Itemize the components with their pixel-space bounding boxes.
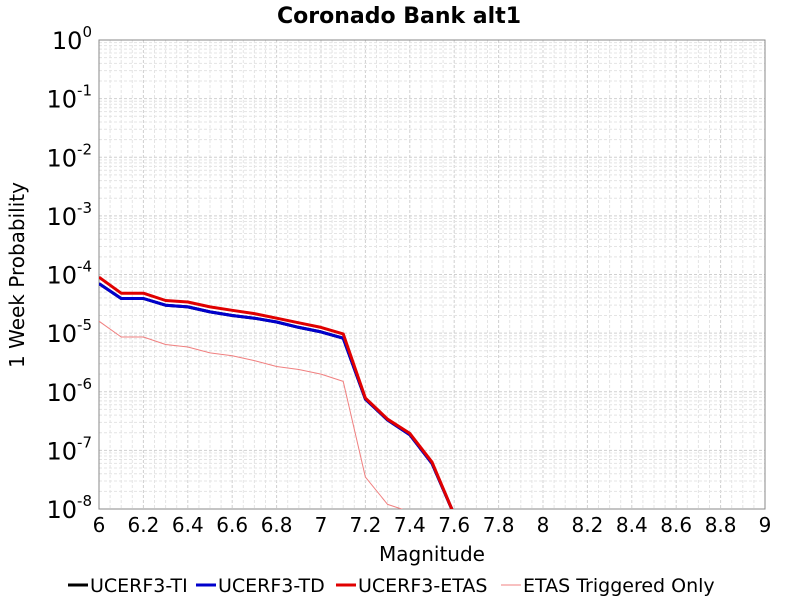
x-tick-label: 8.2	[571, 513, 603, 537]
x-tick-label: 9	[759, 513, 772, 537]
chart-title: Coronado Bank alt1	[277, 4, 521, 29]
legend-label-ucerf3-ti: UCERF3-TI	[90, 575, 188, 597]
x-tick-label: 6	[93, 513, 106, 537]
series-layer	[99, 275, 454, 509]
x-tick-label: 6.2	[127, 513, 159, 537]
y-tick-label: 100	[52, 23, 92, 55]
series-line-etas-triggered-only	[99, 320, 404, 509]
x-tick-label: 7.2	[349, 513, 381, 537]
x-tick-label: 7.8	[483, 513, 515, 537]
y-tick-label: 10-3	[46, 199, 92, 231]
legend: UCERF3-TI UCERF3-TD UCERF3-ETAS ETAS Trigge…	[68, 575, 715, 597]
y-tick-label: 10-5	[46, 316, 92, 348]
x-tick-label: 6.8	[261, 513, 293, 537]
y-axis-label: 1 Week Probability	[5, 182, 29, 368]
legend-label-ucerf3-td: UCERF3-TD	[218, 575, 325, 597]
y-tick-label: 10-1	[46, 82, 92, 114]
x-tick-label: 8.6	[660, 513, 692, 537]
series-line-ucerf3-etas	[99, 275, 454, 509]
y-tick-label: 10-4	[46, 258, 92, 290]
x-tick-label: 8.4	[616, 513, 648, 537]
x-tick-label: 8	[537, 513, 550, 537]
y-tick-label: 10-6	[46, 375, 92, 407]
legend-label-ucerf3-etas: UCERF3-ETAS	[358, 575, 487, 597]
x-tick-label: 8.8	[705, 513, 737, 537]
y-tick-label: 10-2	[46, 140, 92, 172]
legend-label-etas-triggered-only: ETAS Triggered Only	[523, 575, 715, 597]
x-tick-label: 7.6	[438, 513, 470, 537]
y-tick-labels: 100 10-1 10-2 10-3 10-4 10-5 10-6 10-7 10-8	[46, 23, 92, 524]
x-tick-label: 7.4	[394, 513, 426, 537]
x-tick-label: 6.6	[216, 513, 248, 537]
grid	[99, 40, 765, 509]
x-tick-label: 6.4	[172, 513, 204, 537]
x-tick-labels: 6 6.2 6.4 6.6 6.8 7 7.2 7.4 7.6 7.8 8 8.2 8.4 8.6 8.8 9	[93, 513, 772, 537]
plot-area	[98, 39, 766, 510]
y-tick-label: 10-7	[46, 433, 92, 465]
x-axis-label: Magnitude	[379, 542, 485, 566]
x-tick-label: 7	[315, 513, 328, 537]
y-tick-label: 10-8	[46, 492, 92, 524]
